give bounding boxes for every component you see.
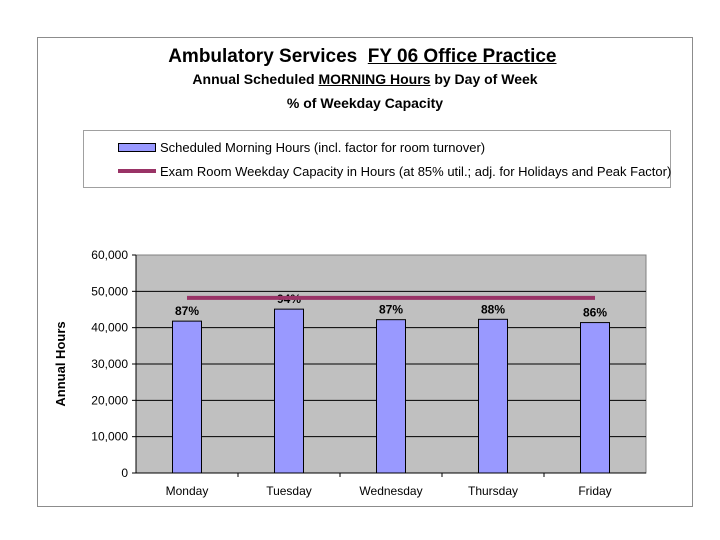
chart-subtitle-underlined: MORNING Hours <box>318 71 431 87</box>
x-tick-label: Thursday <box>468 484 518 498</box>
bar-data-label: 87% <box>175 304 199 318</box>
y-tick-label: 50,000 <box>91 284 128 298</box>
chart-frame: Ambulatory Services FY 06 Office Practic… <box>37 37 693 507</box>
bar-data-label: 87% <box>379 303 403 317</box>
legend-label-line: Exam Room Weekday Capacity in Hours (at … <box>160 163 672 179</box>
chart-title-underlined: FY 06 Office Practice <box>367 46 557 67</box>
x-tick-label: Tuesday <box>266 484 312 498</box>
bar-data-label: 86% <box>583 306 607 320</box>
legend-entry-line: Exam Room Weekday Capacity in Hours (at … <box>84 161 671 181</box>
bar <box>376 319 406 474</box>
x-tick-label: Wednesday <box>359 484 422 498</box>
y-tick-label: 60,000 <box>91 248 128 262</box>
legend-swatch-bar <box>118 142 156 152</box>
chart-title: Ambulatory Services FY 06 Office Practic… <box>168 46 557 67</box>
y-tick-label: 10,000 <box>91 430 128 444</box>
chart-svg: 0 10,000 20,000 30,000 40,000 50,000 60,000 87%… <box>53 248 647 498</box>
legend-swatch-line <box>118 169 156 173</box>
y-axis-title: Annual Hours <box>53 321 68 406</box>
bar <box>274 308 304 474</box>
legend: Scheduled Morning Hours (incl. factor fo… <box>83 130 671 188</box>
bar <box>478 318 508 474</box>
x-tick-label: Friday <box>578 484 611 498</box>
legend-entry-bars: Scheduled Morning Hours (incl. factor fo… <box>84 137 485 157</box>
y-tick-label: 30,000 <box>91 357 128 371</box>
y-tick-label: 40,000 <box>91 321 128 335</box>
y-tick-label: 0 <box>121 466 128 480</box>
y-tick-label: 20,000 <box>91 393 128 407</box>
bar <box>580 322 610 474</box>
bar-data-label: 88% <box>481 302 505 316</box>
bar <box>172 320 202 474</box>
legend-label-bars: Scheduled Morning Hours (incl. factor fo… <box>160 139 486 155</box>
x-tick-label: Monday <box>166 484 209 498</box>
chart-subtitle-2: % of Weekday Capacity <box>286 95 444 111</box>
chart-subtitle: Annual Scheduled MORNING Hours by Day of… <box>192 71 538 87</box>
